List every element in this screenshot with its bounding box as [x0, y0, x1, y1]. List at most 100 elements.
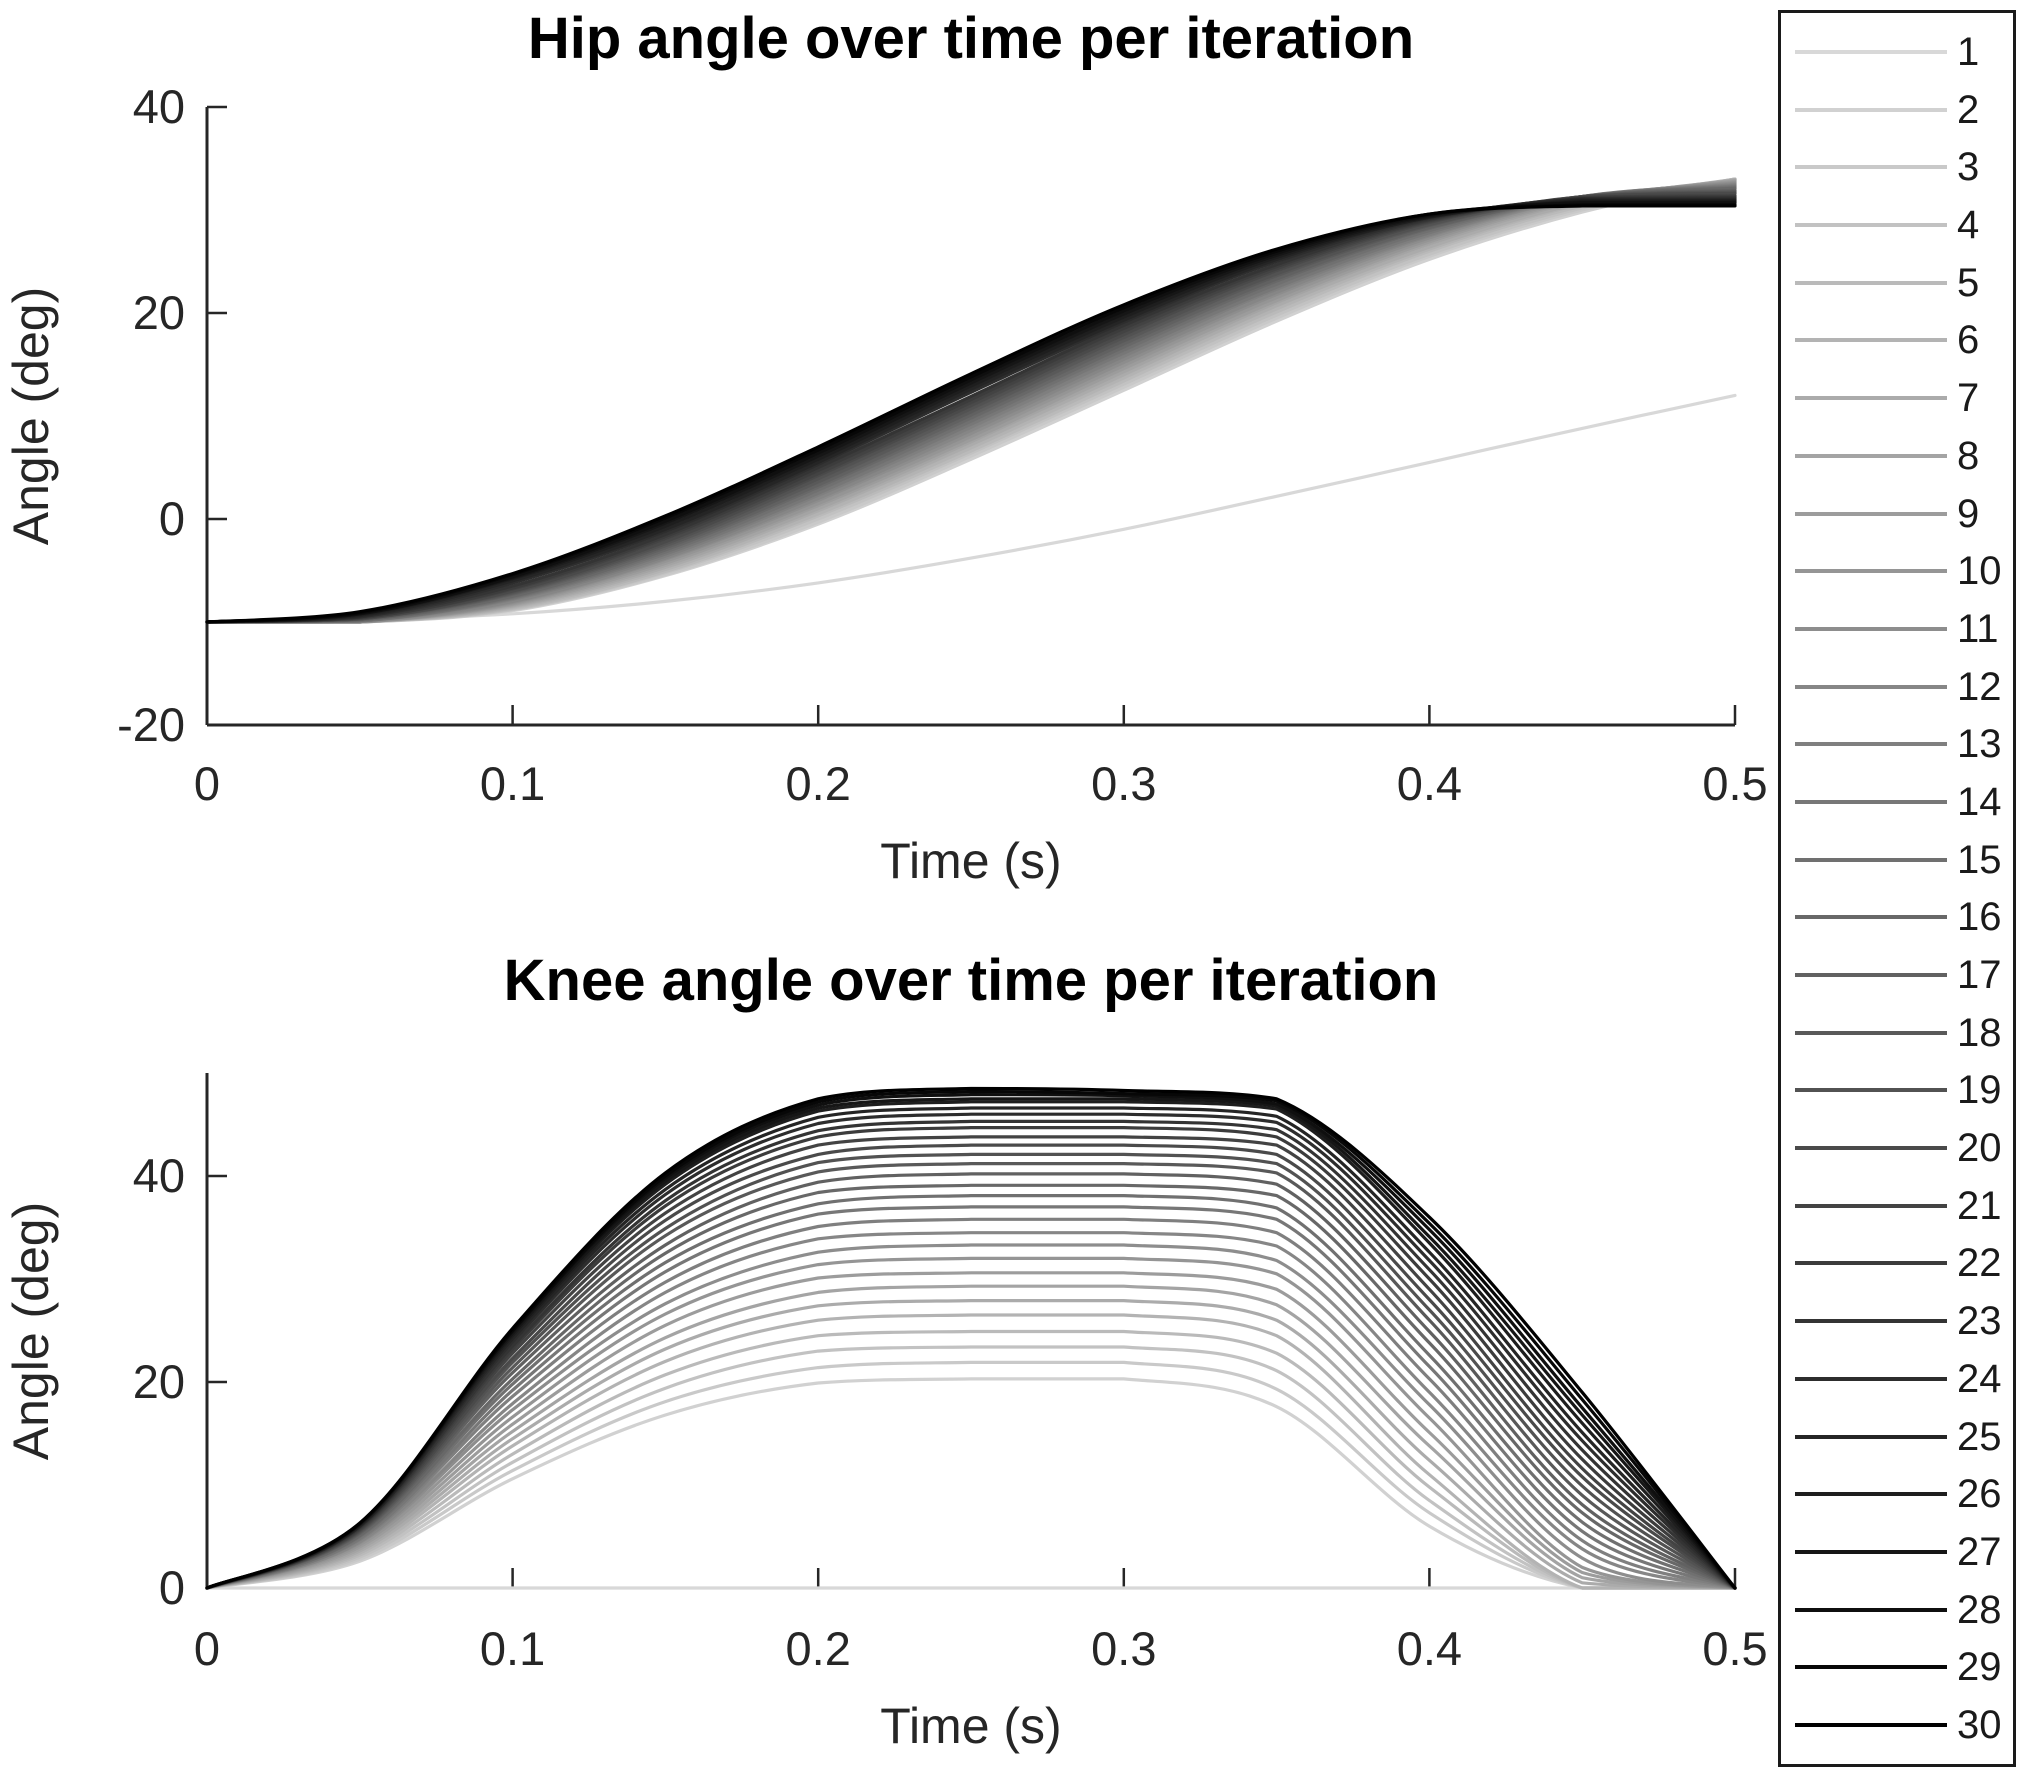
legend-entry-label: 7 — [1957, 376, 1980, 421]
hip-y-tick-label: 40 — [133, 80, 185, 133]
knee-y-tick-label: 0 — [159, 1561, 185, 1614]
legend-entry: 30 — [1781, 1702, 2013, 1747]
legend-line-swatch — [1795, 453, 1947, 458]
knee-curve-iteration-30 — [205, 1086, 1737, 1590]
knee-curve-iteration-3 — [205, 1360, 1737, 1590]
legend-entry: 9 — [1781, 494, 2013, 534]
hip-y-axis-label: Angle (deg) — [3, 287, 59, 546]
knee-curve-iteration-16 — [205, 1183, 1737, 1590]
knee-curve-iteration-8 — [205, 1284, 1737, 1590]
legend-line-swatch — [1795, 742, 1947, 747]
legend-line-swatch — [1795, 799, 1947, 804]
legend-entry: 22 — [1781, 1241, 2013, 1286]
legend-entry: 5 — [1781, 260, 2013, 305]
hip-curves — [205, 177, 1737, 624]
legend-entry-label: 5 — [1957, 260, 1980, 305]
legend-entry: 6 — [1781, 318, 2013, 363]
legend-line-swatch — [1795, 1722, 1947, 1727]
legend-entry: 21 — [1781, 1183, 2013, 1228]
legend-line-swatch — [1795, 50, 1947, 54]
legend-entry-label: 27 — [1957, 1529, 2002, 1574]
hip-curve-iteration-30 — [205, 204, 1737, 624]
legend-line-swatch — [1795, 1492, 1947, 1497]
legend-entry: 11 — [1781, 606, 2013, 651]
legend-line-swatch — [1795, 1146, 1947, 1151]
legend-entry-label: 30 — [1957, 1702, 2002, 1747]
legend-entry-label: 25 — [1957, 1414, 2002, 1459]
legend-line-swatch — [1795, 107, 1947, 112]
legend-entry-label: 21 — [1957, 1183, 2002, 1228]
legend-entry: 10 — [1781, 549, 2013, 594]
knee-curve-iteration-19 — [205, 1152, 1737, 1590]
legend-line-swatch — [1795, 1261, 1947, 1266]
knee-curve-iteration-4 — [205, 1345, 1737, 1590]
legend-entry: 12 — [1781, 664, 2013, 709]
legend-entry: 25 — [1781, 1414, 2013, 1459]
knee-curve-iteration-2 — [205, 1377, 1737, 1590]
knee-x-tick-label: 0 — [194, 1622, 220, 1675]
legend-box: 1 2 3 4 5 6 7 8 9 10 11 12 13 14 15 16 17 18 19 20 21 22 23 24 2… — [1778, 10, 2016, 1767]
legend-entry: 20 — [1781, 1128, 2013, 1168]
legend-entry-label: 8 — [1957, 433, 1980, 478]
knee-title: Knee angle over time per iteration — [504, 948, 1439, 1013]
legend-entry: 23 — [1781, 1299, 2013, 1344]
hip-title: Hip angle over time per iteration — [528, 6, 1414, 71]
hip-x-tick-label: 0.1 — [480, 757, 545, 810]
legend-line-swatch — [1795, 684, 1947, 689]
legend-entry: 27 — [1781, 1529, 2013, 1574]
knee-curve-iteration-6 — [205, 1313, 1737, 1590]
knee-y-tick-label: 20 — [133, 1355, 185, 1408]
legend-line-swatch — [1795, 338, 1947, 343]
legend-entry-label: 28 — [1957, 1587, 2002, 1632]
legend-entry-label: 19 — [1957, 1068, 2002, 1113]
legend-entry: 1 — [1781, 32, 2013, 72]
hip-x-tick-label: 0 — [194, 757, 220, 810]
legend-entry-label: 29 — [1957, 1645, 2002, 1690]
legend-line-swatch — [1795, 1549, 1947, 1554]
legend-line-swatch — [1795, 569, 1947, 574]
legend-entry-label: 11 — [1957, 606, 1999, 651]
legend-line-swatch — [1795, 626, 1947, 631]
legend-entry-label: 13 — [1957, 722, 2002, 767]
knee-curve-iteration-12 — [205, 1231, 1737, 1590]
knee-x-tick-label: 0.5 — [1702, 1622, 1767, 1675]
legend-entry: 3 — [1781, 147, 2013, 187]
knee-curve-iteration-11 — [205, 1243, 1737, 1590]
legend-line-swatch — [1795, 1376, 1947, 1381]
hip-x-tick-label: 0.4 — [1397, 757, 1462, 810]
legend-entry: 14 — [1781, 782, 2013, 822]
knee-y-axis-label: Angle (deg) — [3, 1202, 59, 1461]
legend-entry-label: 23 — [1957, 1299, 2002, 1344]
legend-entry-label: 15 — [1957, 837, 2002, 882]
legend-line-swatch — [1795, 1319, 1947, 1324]
legend-line-swatch — [1795, 223, 1947, 228]
knee-x-tick-label: 0.1 — [480, 1622, 545, 1675]
legend-line-swatch — [1795, 1203, 1947, 1208]
knee-curve-iteration-10 — [205, 1256, 1737, 1590]
legend-line-swatch — [1795, 511, 1947, 516]
knee-curve-iteration-7 — [205, 1298, 1737, 1590]
hip-x-tick-label: 0.2 — [786, 757, 851, 810]
legend-entry-label: 12 — [1957, 664, 2002, 709]
knee-curve-iteration-21 — [205, 1135, 1737, 1590]
knee-curve-iteration-23 — [205, 1119, 1737, 1590]
knee-x-tick-label: 0.2 — [786, 1622, 851, 1675]
legend-entry-label: 17 — [1957, 953, 2002, 997]
legend-entry-label: 16 — [1957, 895, 2002, 940]
legend-entry-label: 22 — [1957, 1241, 2002, 1286]
legend-entry: 13 — [1781, 722, 2013, 767]
legend-line-swatch — [1795, 915, 1947, 920]
legend-entry-label: 6 — [1957, 318, 1980, 363]
legend-line-swatch — [1795, 280, 1947, 285]
knee-x-axis-label: Time (s) — [880, 1698, 1061, 1754]
legend-entry: 28 — [1781, 1587, 2013, 1632]
legend-line-swatch — [1795, 1607, 1947, 1612]
legend-line-swatch — [1795, 1088, 1947, 1093]
legend-entry: 8 — [1781, 433, 2013, 478]
legend-line-swatch — [1795, 396, 1947, 401]
knee-x-tick-label: 0.3 — [1091, 1622, 1156, 1675]
knee-curve-iteration-5 — [205, 1329, 1737, 1590]
legend-entry-label: 10 — [1957, 549, 2002, 594]
legend-entry-label: 24 — [1957, 1356, 2002, 1401]
